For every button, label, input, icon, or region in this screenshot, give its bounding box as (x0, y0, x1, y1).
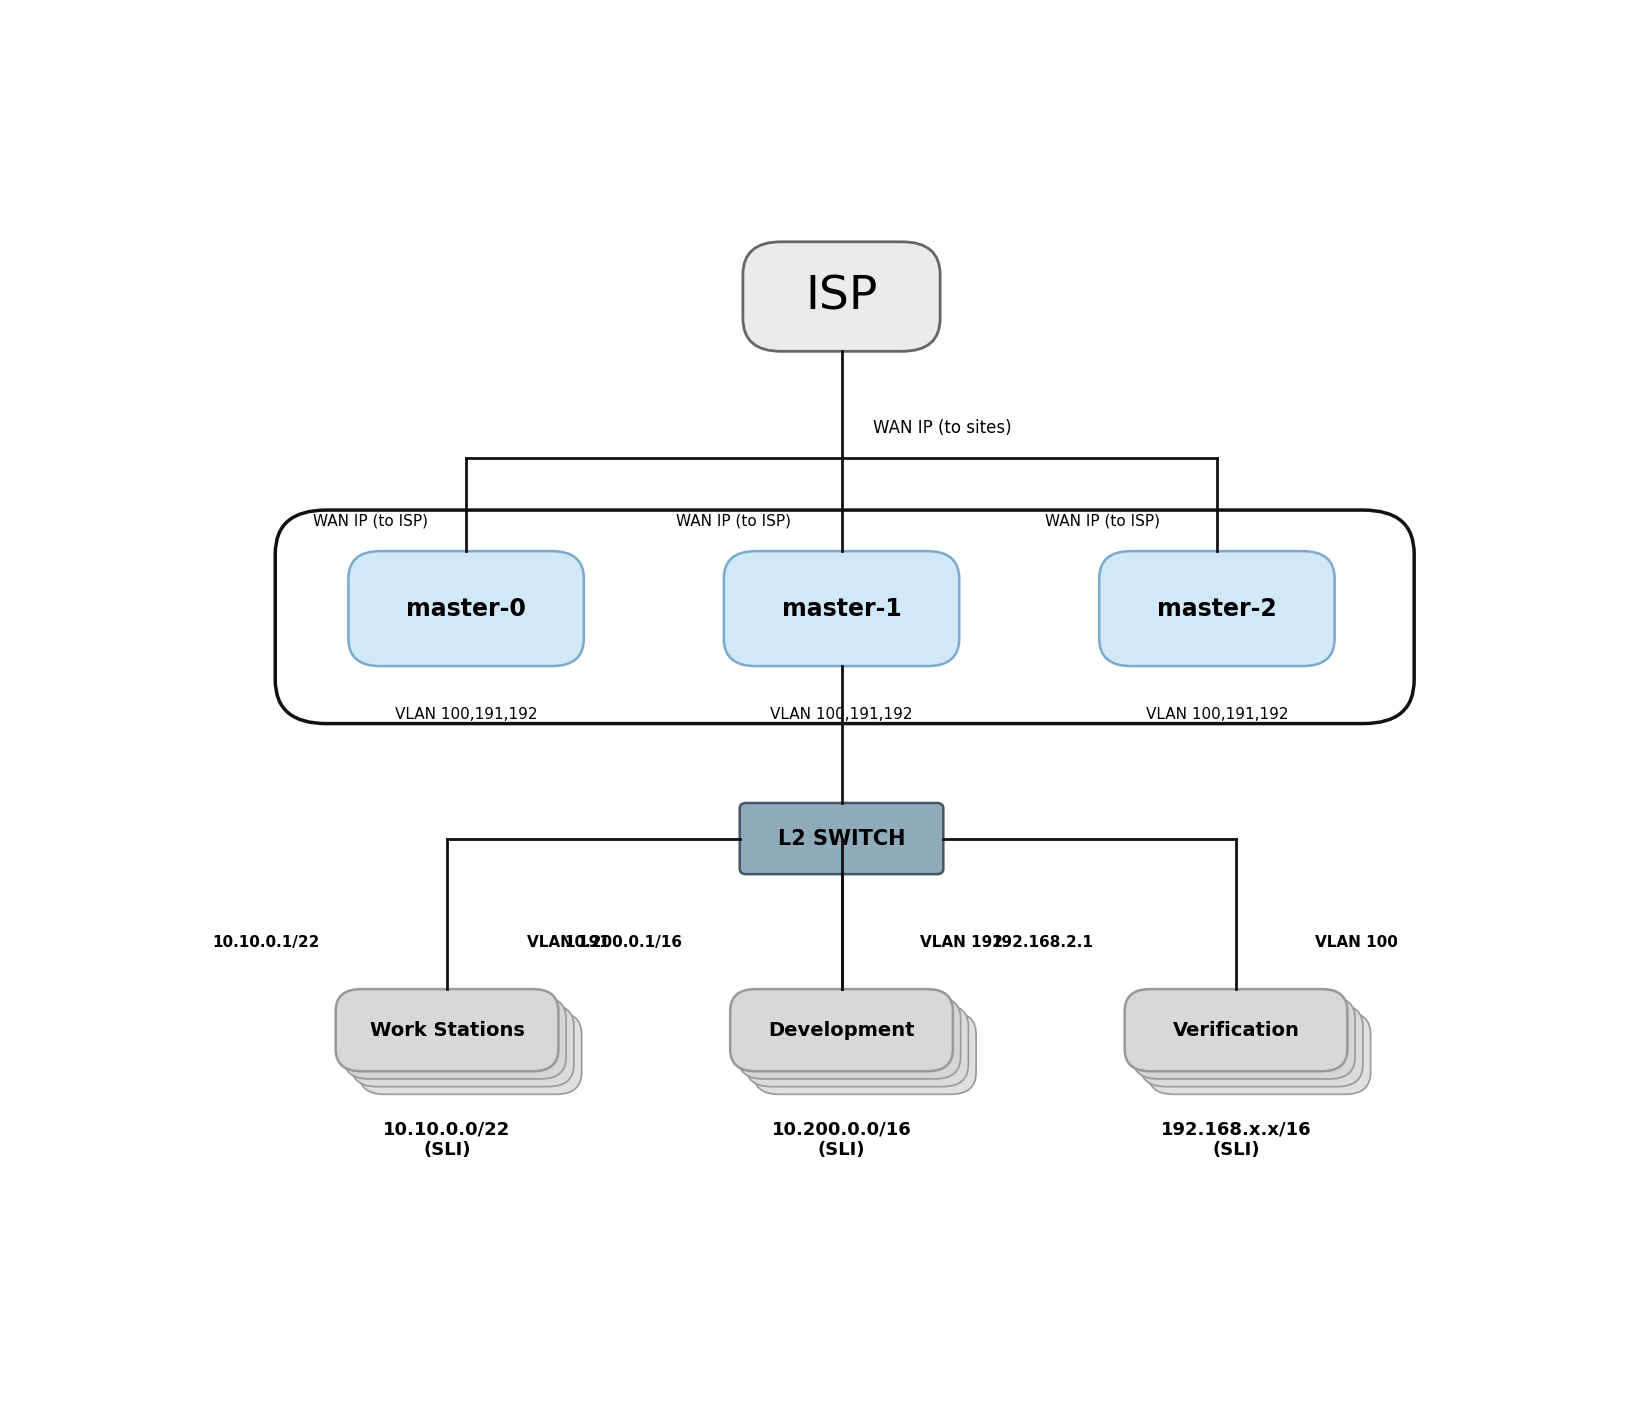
FancyBboxPatch shape (276, 510, 1414, 724)
FancyBboxPatch shape (1098, 552, 1335, 665)
Text: L2 SWITCH: L2 SWITCH (778, 829, 905, 849)
Text: Verification: Verification (1172, 1021, 1299, 1039)
FancyBboxPatch shape (737, 997, 961, 1079)
Text: master-1: master-1 (782, 597, 901, 620)
Text: 192.168.x.x/16
(SLI): 192.168.x.x/16 (SLI) (1161, 1121, 1312, 1159)
Text: 10.200.0.0/16
(SLI): 10.200.0.0/16 (SLI) (772, 1121, 911, 1159)
FancyBboxPatch shape (335, 990, 558, 1071)
Text: 192.168.2.1: 192.168.2.1 (992, 936, 1094, 950)
FancyBboxPatch shape (1133, 997, 1355, 1079)
Text: VLAN 100,191,192: VLAN 100,191,192 (770, 707, 913, 722)
Text: master-2: master-2 (1158, 597, 1277, 620)
Text: VLAN 100,191,192: VLAN 100,191,192 (394, 707, 537, 722)
Text: WAN IP (to sites): WAN IP (to sites) (874, 419, 1011, 437)
Text: VLAN 100: VLAN 100 (1315, 936, 1397, 950)
Text: ISP: ISP (805, 274, 878, 319)
Text: VLAN 192: VLAN 192 (921, 936, 1003, 950)
FancyBboxPatch shape (351, 1004, 575, 1086)
FancyBboxPatch shape (1148, 1012, 1371, 1095)
FancyBboxPatch shape (1125, 990, 1348, 1071)
Text: WAN IP (to ISP): WAN IP (to ISP) (1046, 513, 1161, 529)
Text: 10.10.0.1/22: 10.10.0.1/22 (212, 936, 320, 950)
Text: WAN IP (to ISP): WAN IP (to ISP) (677, 513, 791, 529)
FancyBboxPatch shape (745, 1004, 969, 1086)
Text: VLAN 100,191,192: VLAN 100,191,192 (1146, 707, 1289, 722)
Text: Development: Development (768, 1021, 915, 1039)
Text: 10.10.0.0/22
(SLI): 10.10.0.0/22 (SLI) (384, 1121, 511, 1159)
Text: WAN IP (to ISP): WAN IP (to ISP) (314, 513, 429, 529)
FancyBboxPatch shape (348, 552, 585, 665)
Text: Work Stations: Work Stations (369, 1021, 524, 1039)
FancyBboxPatch shape (724, 552, 959, 665)
FancyBboxPatch shape (360, 1012, 581, 1095)
FancyBboxPatch shape (742, 242, 941, 351)
Text: VLAN 191: VLAN 191 (527, 936, 609, 950)
FancyBboxPatch shape (731, 990, 952, 1071)
FancyBboxPatch shape (739, 803, 943, 875)
FancyBboxPatch shape (1140, 1004, 1363, 1086)
Text: master-0: master-0 (406, 597, 525, 620)
FancyBboxPatch shape (754, 1012, 975, 1095)
Text: 10.200.0.1/16: 10.200.0.1/16 (565, 936, 683, 950)
FancyBboxPatch shape (343, 997, 566, 1079)
